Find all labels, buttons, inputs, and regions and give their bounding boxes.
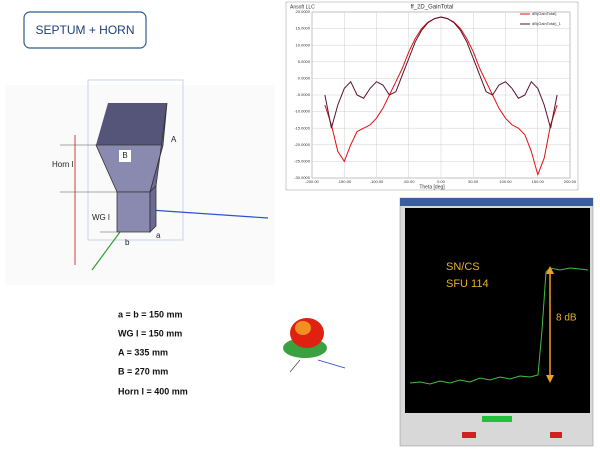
legend-entry: dB(GainTotal)_1	[532, 21, 562, 26]
series-line	[324, 16, 558, 129]
x-tick-label: -100.00	[370, 179, 384, 184]
dimension: B = 270 mm	[118, 366, 168, 376]
radiation-pattern	[283, 318, 346, 373]
pattern-highlight	[295, 321, 311, 335]
x-tick-label: 150.00	[532, 179, 545, 184]
label-A: A	[171, 135, 177, 144]
dimension: A = 335 mm	[118, 347, 168, 357]
x-tick-label: 50.00	[468, 179, 479, 184]
x-tick-label: -50.00	[403, 179, 415, 184]
arrow-head	[546, 375, 554, 383]
y-tick-label: 5.0000	[298, 59, 311, 64]
slide-title: SEPTUM + HORN	[35, 23, 134, 37]
analyzer-screen	[405, 208, 590, 413]
label-b: b	[125, 238, 130, 247]
x-tick-label: 100.00	[499, 179, 512, 184]
dimension: Horn l = 400 mm	[118, 386, 188, 396]
title-box	[23, 11, 147, 49]
x-tick-label: 200.00	[564, 179, 577, 184]
x-axis-label: Theta [deg]	[419, 184, 445, 190]
status-indicator	[482, 416, 512, 422]
x-tick-label: -150.00	[337, 179, 351, 184]
plot: -200.00 -150.00 -100.00 -50.00 0.00 50.00 100.…	[294, 9, 577, 184]
y-tick-label: -15.0000	[294, 125, 311, 130]
axis-x	[149, 209, 269, 219]
y-tick-label: -20.0000	[294, 142, 311, 147]
legend-entry: dB(GainTotal)	[532, 11, 557, 16]
y-tick-label: -10.0000	[294, 109, 311, 114]
x-tick-label: -200.00	[305, 179, 319, 184]
y-tick-label: 15.0000	[296, 26, 311, 31]
waveguide	[116, 191, 151, 233]
analyzer-label: SFU 114	[446, 278, 489, 290]
y-tick-label: 10.0000	[296, 42, 311, 47]
analyzer-trace	[409, 267, 589, 385]
arrow-head	[546, 266, 554, 274]
legend: dB(GainTotal) dB(GainTotal)_1	[520, 11, 562, 26]
status-indicator	[550, 432, 562, 438]
label-a: a	[156, 231, 161, 240]
y-tick-label: 0.0000	[298, 75, 311, 80]
y-tick-label: 20.0000	[296, 9, 311, 14]
axis-y	[91, 231, 121, 271]
x-tick-label: 0.00	[437, 179, 446, 184]
label-bg	[119, 150, 131, 162]
horn-top	[96, 103, 167, 145]
label-B: B	[122, 151, 127, 160]
chart-title: ff_2D_GainTotal	[411, 5, 454, 11]
step-label: 8 dB	[556, 313, 577, 324]
box-outline	[87, 79, 184, 241]
dimension-list: a = b = 150 mm WG l = 150 mm A = 335 mm …	[118, 309, 188, 396]
window-titlebar	[400, 198, 593, 206]
waveguide-side	[149, 185, 157, 233]
chart-subtitle: Ansoft LLC	[290, 4, 315, 10]
y-tick-label: -5.0000	[296, 92, 310, 97]
horn-diagram: A B Horn l WG l b a	[5, 79, 275, 285]
dimension: WG l = 150 mm	[118, 328, 182, 338]
y-tick-label: -25.0000	[294, 158, 311, 163]
y-tick-label: -30.0000	[294, 175, 311, 180]
label-wg-l: WG l	[92, 213, 110, 222]
analyzer-label: SN/CS	[446, 261, 480, 273]
dimension: a = b = 150 mm	[118, 309, 183, 319]
pattern-axis	[317, 359, 346, 369]
status-indicator	[462, 432, 476, 438]
pattern-axis	[289, 359, 301, 373]
label-horn-l: Horn l	[52, 160, 74, 169]
analyzer-screenshot: SN/CS SFU 114 8 dB	[399, 197, 594, 447]
